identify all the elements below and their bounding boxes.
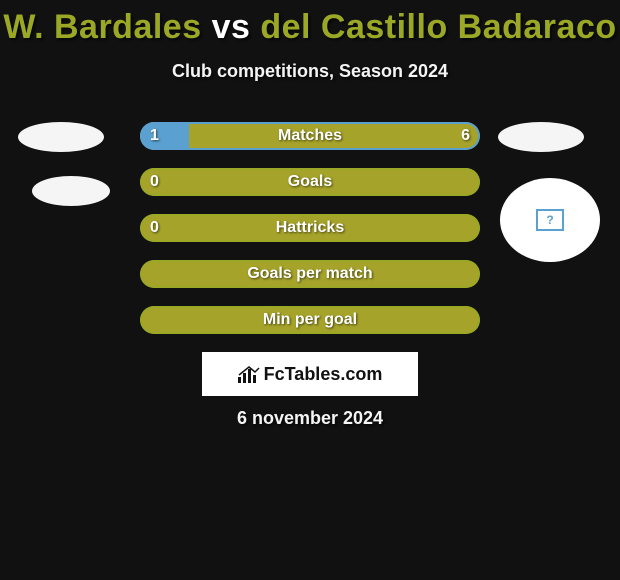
stat-right-value: 6 <box>461 122 470 150</box>
comparison-infographic: W. Bardales vs del Castillo Badaraco Clu… <box>0 0 620 580</box>
stat-label: Min per goal <box>140 306 480 334</box>
stat-label: Matches <box>140 122 480 150</box>
club-placeholder-icon <box>536 209 564 231</box>
stats-area: Matches16Goals0Hattricks0Goals per match… <box>140 122 480 352</box>
stat-row-hattricks: Hattricks0 <box>140 214 480 242</box>
stat-left-value: 1 <box>150 122 159 150</box>
left-club-badge <box>32 176 110 206</box>
subtitle: Club competitions, Season 2024 <box>0 61 620 82</box>
stat-row-goals-per-match: Goals per match <box>140 260 480 288</box>
stat-label: Goals per match <box>140 260 480 288</box>
fctables-icon <box>238 365 260 383</box>
title-player-left: W. Bardales <box>3 8 201 46</box>
stat-label: Goals <box>140 168 480 196</box>
page-title: W. Bardales vs del Castillo Badaraco <box>0 0 620 47</box>
stat-row-min-per-goal: Min per goal <box>140 306 480 334</box>
title-vs: vs <box>202 8 261 46</box>
fctables-logo: FcTables.com <box>238 364 383 385</box>
date-text: 6 november 2024 <box>0 408 620 429</box>
stat-row-goals: Goals0 <box>140 168 480 196</box>
branding-box: FcTables.com <box>202 352 418 396</box>
stat-left-value: 0 <box>150 214 159 242</box>
right-player-avatar <box>498 122 584 152</box>
left-player-avatar <box>18 122 104 152</box>
branding-text: FcTables.com <box>264 364 383 385</box>
stat-left-value: 0 <box>150 168 159 196</box>
stat-row-matches: Matches1 6 <box>140 122 480 150</box>
right-club-badge <box>500 178 600 262</box>
stat-label: Hattricks <box>140 214 480 242</box>
title-player-right: del Castillo Badaraco <box>260 8 616 46</box>
